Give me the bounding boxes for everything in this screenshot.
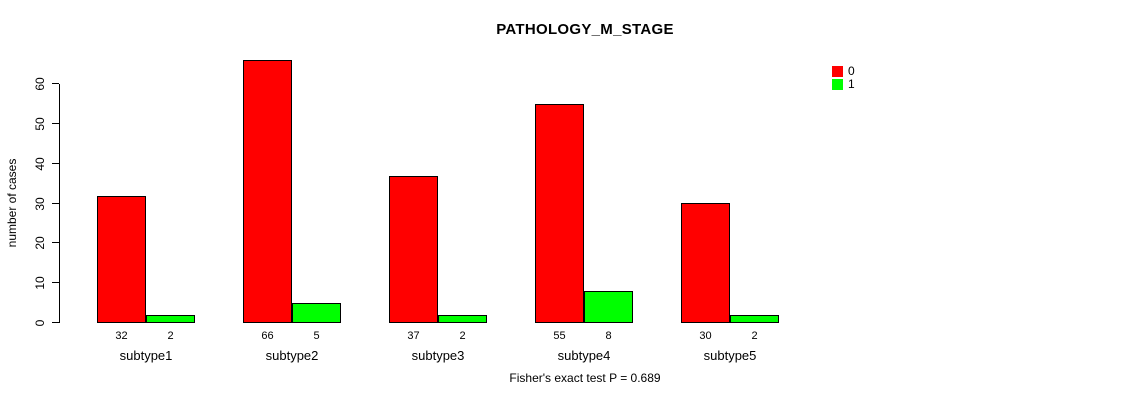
- legend-swatch-1: [832, 79, 843, 90]
- bar-count-subtype5-series0: 30: [699, 330, 712, 342]
- legend-item-1: 1: [832, 78, 855, 91]
- x-category-label-subtype4: subtype4: [557, 348, 611, 363]
- bar-count-subtype1-series1: 2: [167, 330, 174, 342]
- bar-count-subtype3-series0: 37: [407, 330, 420, 342]
- y-tick-label-30: 30: [33, 196, 47, 211]
- bar-count-subtype1-series0: 32: [115, 330, 128, 342]
- chart-title: PATHOLOGY_M_STAGE: [496, 21, 674, 38]
- legend-item-0: 0: [832, 65, 855, 78]
- x-category-label-subtype1: subtype1: [119, 348, 173, 363]
- bar-subtype3-series0: [389, 176, 438, 323]
- y-tick-mark-60: [52, 83, 59, 84]
- bar-subtype5-series0: [681, 203, 730, 323]
- bar-subtype1-series0: [97, 196, 146, 323]
- y-tick-mark-0: [52, 322, 59, 323]
- annotation-text: Fisher's exact test P = 0.689: [509, 371, 661, 385]
- bar-count-subtype2-series0: 66: [261, 330, 274, 342]
- y-tick-mark-20: [52, 242, 59, 243]
- y-tick-mark-40: [52, 163, 59, 164]
- y-tick-label-40: 40: [33, 156, 47, 171]
- x-category-label-subtype5: subtype5: [703, 348, 757, 363]
- x-category-label-subtype3: subtype3: [411, 348, 465, 363]
- y-axis-line: [59, 84, 60, 323]
- bar-count-subtype3-series1: 2: [459, 330, 466, 342]
- bar-subtype3-series1: [438, 315, 487, 323]
- legend-label-0: 0: [848, 64, 855, 78]
- bar-subtype4-series0: [535, 104, 584, 323]
- y-tick-label-0: 0: [33, 319, 47, 326]
- bar-subtype4-series1: [584, 291, 633, 323]
- y-tick-mark-30: [52, 203, 59, 204]
- x-category-label-subtype2: subtype2: [265, 348, 319, 363]
- bar-count-subtype5-series1: 2: [751, 330, 758, 342]
- y-axis-label: number of cases: [5, 158, 19, 248]
- y-tick-label-60: 60: [33, 76, 47, 91]
- bar-count-subtype2-series1: 5: [313, 330, 320, 342]
- legend-swatch-0: [832, 66, 843, 77]
- bar-count-subtype4-series0: 55: [553, 330, 566, 342]
- y-tick-mark-10: [52, 282, 59, 283]
- y-tick-label-10: 10: [33, 275, 47, 290]
- legend-label-1: 1: [848, 77, 855, 91]
- y-tick-mark-50: [52, 123, 59, 124]
- bar-count-subtype4-series1: 8: [605, 330, 612, 342]
- y-tick-label-50: 50: [33, 116, 47, 131]
- bar-subtype1-series1: [146, 315, 195, 323]
- bar-subtype2-series1: [292, 303, 341, 323]
- y-tick-label-20: 20: [33, 235, 47, 250]
- bar-subtype5-series1: [730, 315, 779, 323]
- bar-subtype2-series0: [243, 60, 292, 323]
